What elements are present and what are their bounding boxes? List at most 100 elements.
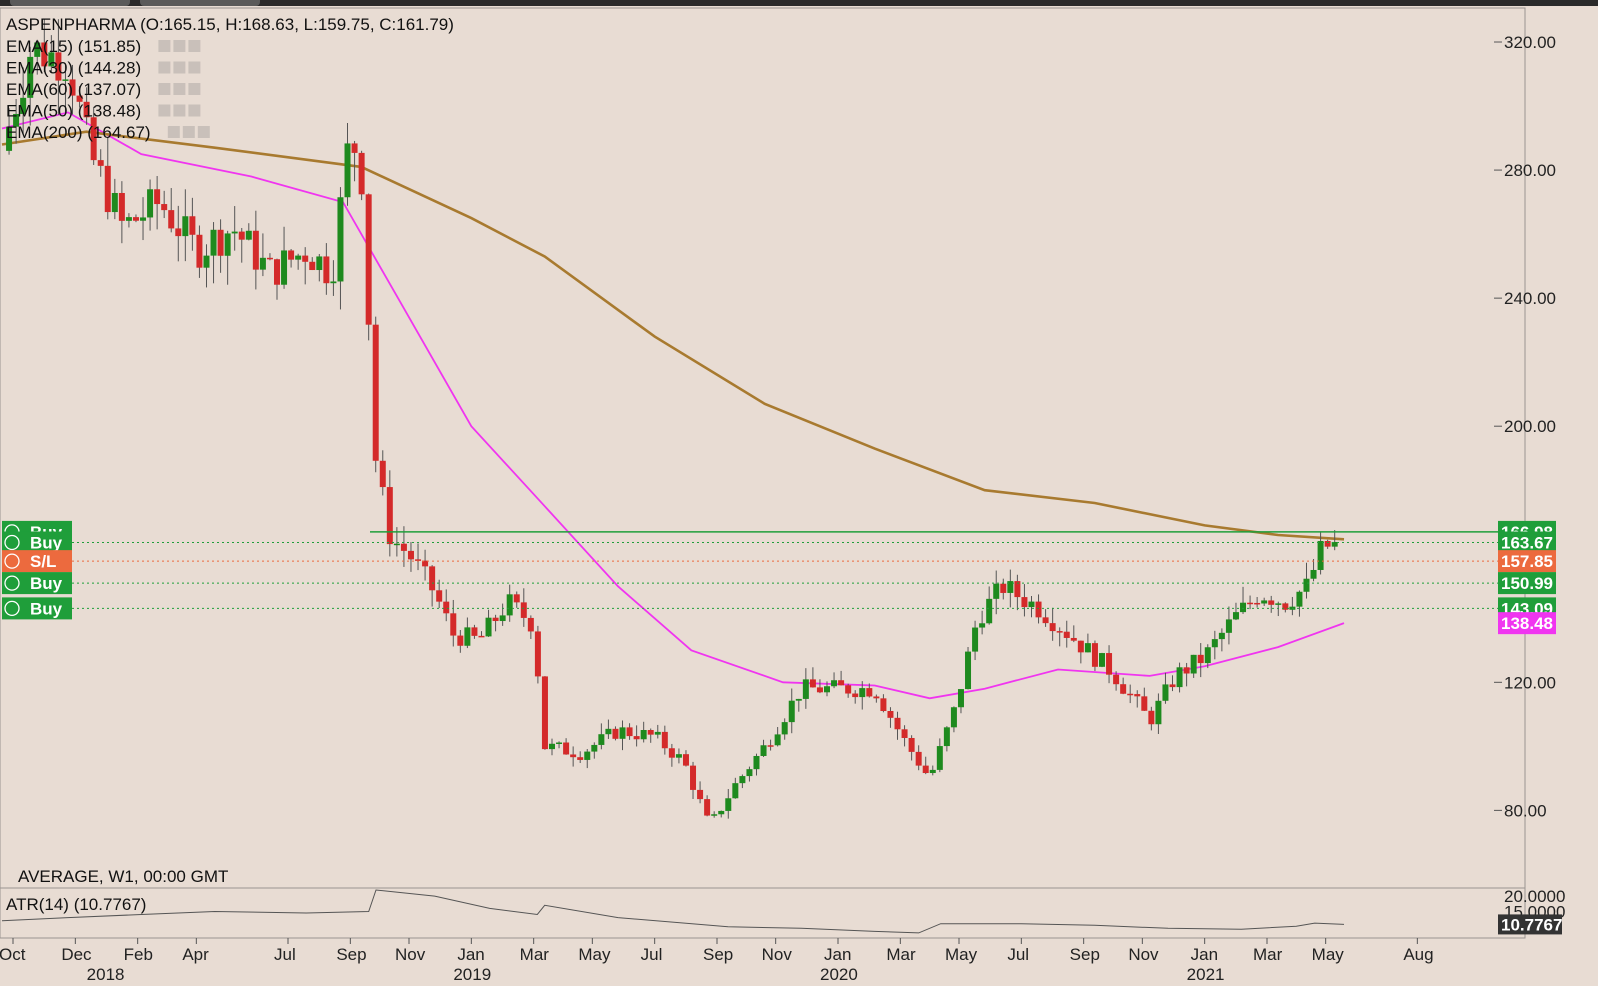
candle-body bbox=[570, 754, 577, 758]
candle-body bbox=[245, 230, 252, 240]
candle-body bbox=[1070, 637, 1077, 641]
settings-icon bbox=[158, 83, 171, 95]
close-icon bbox=[4, 553, 20, 569]
candle-body bbox=[619, 727, 626, 739]
settings-icon bbox=[173, 83, 186, 95]
candle-body bbox=[1296, 591, 1303, 607]
price-label-text: 163.67 bbox=[1501, 534, 1553, 553]
candle-body bbox=[386, 487, 393, 545]
tab-eurusd[interactable] bbox=[140, 0, 260, 6]
candle-body bbox=[1232, 612, 1239, 620]
candle-body bbox=[739, 776, 746, 784]
candle-body bbox=[1268, 600, 1275, 605]
candle-body bbox=[422, 560, 429, 567]
candle-body bbox=[1063, 631, 1070, 638]
candle-body bbox=[6, 126, 13, 151]
candle-body bbox=[1099, 653, 1105, 667]
candle-body bbox=[274, 259, 280, 285]
candle-body bbox=[224, 233, 231, 256]
settings-icon bbox=[173, 61, 186, 74]
candle-body bbox=[767, 745, 774, 747]
x-tick-label: Apr bbox=[182, 945, 209, 964]
x-tick-label: Sep bbox=[703, 945, 733, 964]
price-label-text: 138.48 bbox=[1501, 614, 1553, 633]
candle-body bbox=[1134, 694, 1141, 697]
x-tick-label: Mar bbox=[520, 945, 550, 964]
candle-body bbox=[887, 711, 894, 718]
candle-body bbox=[1282, 603, 1289, 610]
x-tick-label: May bbox=[1312, 945, 1345, 964]
price-label: 157.85 bbox=[1498, 550, 1556, 573]
x-tick-label: Sep bbox=[336, 945, 366, 964]
candle-body bbox=[852, 693, 859, 698]
candle-body bbox=[1331, 541, 1338, 547]
y-tick-label: 200.00 bbox=[1504, 417, 1556, 436]
candle-body bbox=[478, 635, 485, 638]
candle-body bbox=[584, 751, 591, 760]
candle-body bbox=[816, 687, 823, 693]
candle-body bbox=[97, 160, 104, 166]
candle-body bbox=[1106, 653, 1113, 675]
x-tick-label: Nov bbox=[1128, 945, 1159, 964]
price-label: 163.67 bbox=[1498, 531, 1556, 554]
candle-body bbox=[605, 728, 612, 735]
candle-body bbox=[161, 204, 168, 211]
candle-body bbox=[436, 590, 443, 602]
candle-body bbox=[358, 152, 365, 195]
candle-body bbox=[379, 460, 386, 488]
candle-body bbox=[563, 742, 570, 755]
candle-body bbox=[986, 598, 993, 624]
candle-body bbox=[464, 627, 471, 646]
candle-body bbox=[330, 281, 337, 284]
candle-body bbox=[824, 686, 830, 693]
y-tick-label: 280.00 bbox=[1504, 161, 1556, 180]
remove-icon bbox=[197, 126, 210, 138]
x-tick-label: Jul bbox=[274, 945, 296, 964]
candle-body bbox=[1000, 583, 1007, 593]
candle-body bbox=[541, 676, 548, 750]
chart-subtitle: AVERAGE, W1, 00:00 GMT bbox=[18, 867, 228, 886]
candle-body bbox=[309, 261, 316, 271]
remove-icon bbox=[188, 61, 201, 74]
candle-body bbox=[711, 814, 718, 816]
candle-body bbox=[1240, 602, 1247, 613]
candle-body bbox=[316, 256, 323, 271]
candle-body bbox=[443, 601, 450, 614]
candle-body bbox=[774, 734, 781, 746]
y-tick-label: 120.00 bbox=[1504, 673, 1556, 692]
candle-body bbox=[429, 566, 436, 591]
candle-body bbox=[90, 117, 97, 161]
candle-body bbox=[704, 799, 711, 816]
candle-body bbox=[549, 743, 555, 750]
settings-icon bbox=[182, 126, 195, 138]
main-plot-area bbox=[0, 7, 1526, 889]
price-axis: 320.00 280.00 240.00 200.00 120.00 80.00 bbox=[1494, 33, 1556, 820]
candle-body bbox=[675, 754, 682, 758]
candle-body bbox=[633, 736, 640, 740]
candle-body bbox=[661, 731, 668, 749]
candle-body bbox=[1310, 569, 1317, 579]
candle-body bbox=[266, 257, 273, 260]
level-tag-bg bbox=[2, 531, 72, 554]
top-tab-bar bbox=[0, 0, 1598, 6]
candle-body bbox=[1042, 617, 1049, 624]
candle-body bbox=[1169, 684, 1176, 688]
close-icon bbox=[4, 575, 20, 591]
candle-body bbox=[908, 737, 915, 752]
candle-body bbox=[182, 216, 189, 237]
indicator-legend-item: EMA(60) (137.07) bbox=[6, 80, 141, 99]
candle-body bbox=[1218, 632, 1225, 640]
candle-body bbox=[140, 217, 147, 221]
x-year-label: 2021 bbox=[1187, 965, 1225, 984]
settings-icon bbox=[158, 40, 171, 52]
candle-body bbox=[1197, 654, 1204, 664]
candle-body bbox=[203, 255, 210, 268]
x-tick-label: Jan bbox=[824, 945, 851, 964]
candle-body bbox=[400, 543, 407, 551]
indicator-legend: ASPENPHARMA (O:165.15, H:168.63, L:159.7… bbox=[6, 15, 454, 142]
price-label-bg bbox=[1498, 550, 1556, 573]
tab-aspenpharma[interactable] bbox=[10, 0, 130, 6]
